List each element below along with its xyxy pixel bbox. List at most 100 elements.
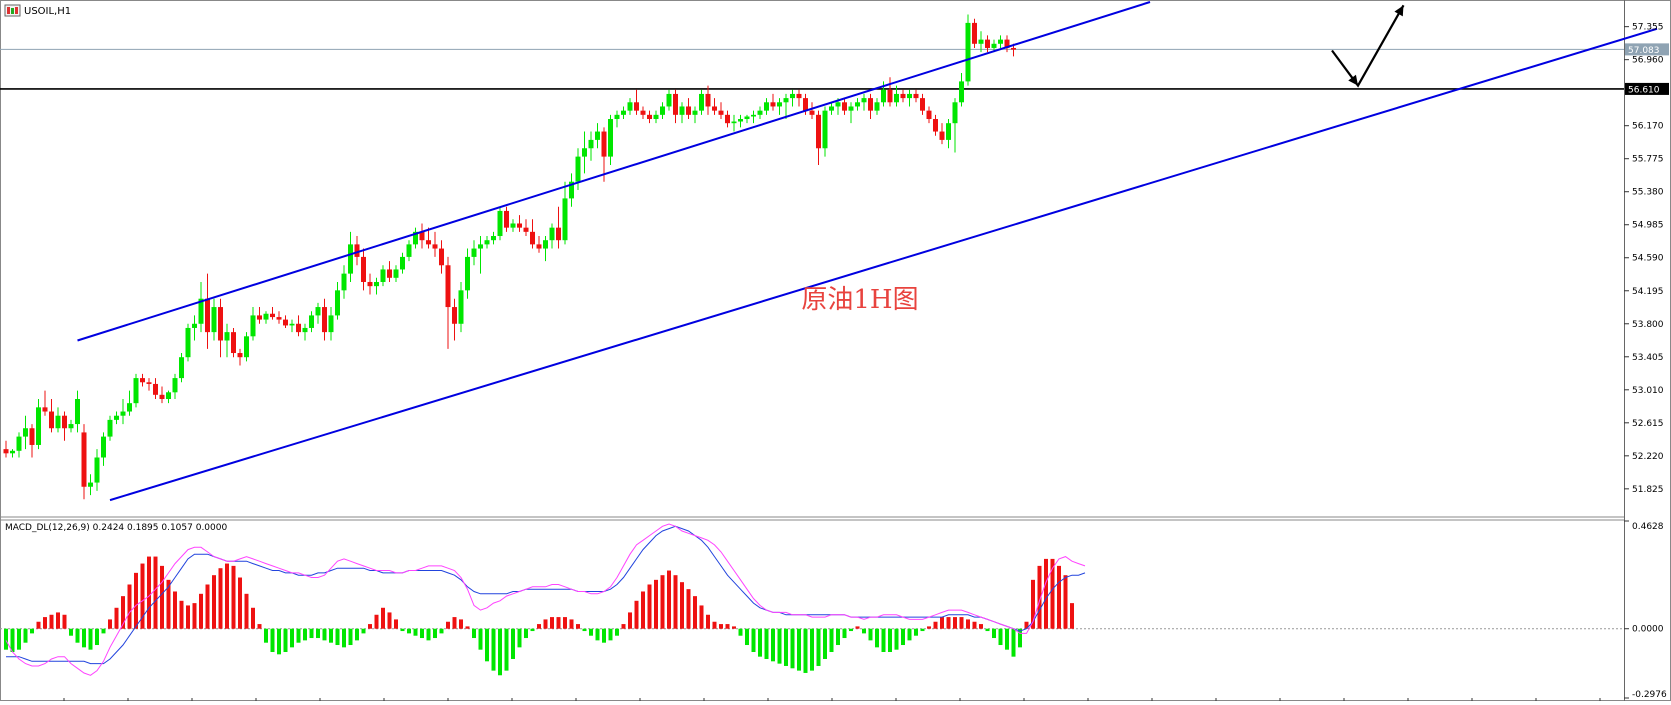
macd-bar-up [225,563,229,629]
macd-bar-down [816,628,821,666]
candle-up [653,114,659,120]
chart-window-icon[interactable] [4,4,21,17]
candle-up [965,22,971,82]
macd-bar-up [628,612,632,629]
candle-down [725,114,730,124]
macd-bar-down [290,628,294,648]
candle-up [777,102,782,107]
macd-main-line [5,523,1086,676]
macd-bar-up [680,582,684,629]
macd-bar-down [400,628,405,632]
price-tick-label: 53.800 [1632,320,1664,330]
macd-bar-down [329,628,333,643]
macd-bar-down [30,628,34,634]
macd-bar-down [309,628,314,639]
candle-up [991,43,997,48]
macd-bar-down [1018,628,1022,648]
arrowhead-up [1394,5,1404,17]
macd-bar-up [452,617,457,629]
candle-down [419,231,425,241]
macd-bar-up [257,624,262,629]
macd-bar-down [498,628,502,676]
macd-bar-up [1044,558,1048,629]
candle-down [231,332,236,354]
macd-bar-down [439,628,444,634]
macd-bar-down [888,628,892,653]
candle-down [900,93,906,99]
candle-up [978,39,984,44]
macd-bar-up [966,619,970,629]
candle-up [874,102,880,111]
bid-price-label: 57.083 [1628,46,1660,56]
macd-bar-down [342,628,346,648]
level-layer [0,48,1624,90]
macd-bar-down [82,628,86,648]
macd-bar-up [699,605,704,629]
macd-bar-up [1031,579,1035,629]
candle-up [829,106,834,111]
candle-down [283,319,288,326]
macd-bar-up [114,607,119,629]
macd-bar-up [108,619,112,629]
candle-down [387,269,392,278]
macd-bar-down [17,628,21,650]
macd-bar-down [595,628,600,641]
candle-up [881,89,886,103]
price-tick-label: 56.960 [1632,56,1664,66]
candle-down [426,240,431,245]
candle-down [985,39,990,48]
macd-bar-down [296,628,301,643]
symbol-header: USOIL,H1 [4,4,71,17]
macd-bar-down [992,628,996,639]
candle-up [608,119,613,157]
macd-bar-down [472,628,476,639]
candle-up [465,256,470,291]
candle-up [413,231,418,245]
candle-down [887,89,893,103]
candle-up [621,110,626,115]
candle-down [218,307,223,341]
candle-up [952,102,958,124]
macd-bar-down [894,628,899,650]
candle-down [673,93,678,115]
candle-up [764,102,769,111]
macd-bar-up [940,617,944,629]
macd-bar-down [277,628,281,655]
macd-bar-down [420,628,424,639]
macd-bar-up [946,617,951,629]
candle-up [666,93,672,107]
candle-down [322,307,327,333]
arrowhead-down [1348,74,1358,86]
candle-down [205,298,210,333]
macd-bar-down [95,628,99,646]
macd-bar-down [985,628,990,632]
candle-up [835,102,841,107]
candle-down [81,432,87,487]
macd-bar-down [517,628,522,648]
macd-bar-down [602,628,606,643]
candle-down [257,315,262,320]
macd-bar-down [823,628,827,659]
macd-bar-down [303,628,307,641]
candle-up [263,313,269,320]
macd-bar-up [712,621,717,629]
candle-up [692,110,698,115]
candles [3,14,1016,500]
candle-up [458,290,464,324]
candle-up [380,269,386,282]
candle-down [62,415,67,429]
macd-bar-down [881,628,886,653]
candle-up [315,307,321,316]
macd-bar-up [205,584,210,629]
candle-down [705,93,711,107]
candle-up [731,121,737,124]
macd-bar-up [725,624,730,629]
candle-up [179,357,184,379]
price-tick-label: 53.010 [1632,386,1664,396]
candle-down [49,411,54,429]
candle-up [16,436,22,451]
chart-annotation: 原油1H图 [801,285,918,315]
macd-bar-down [335,628,340,646]
macd-bar-up [927,626,931,629]
